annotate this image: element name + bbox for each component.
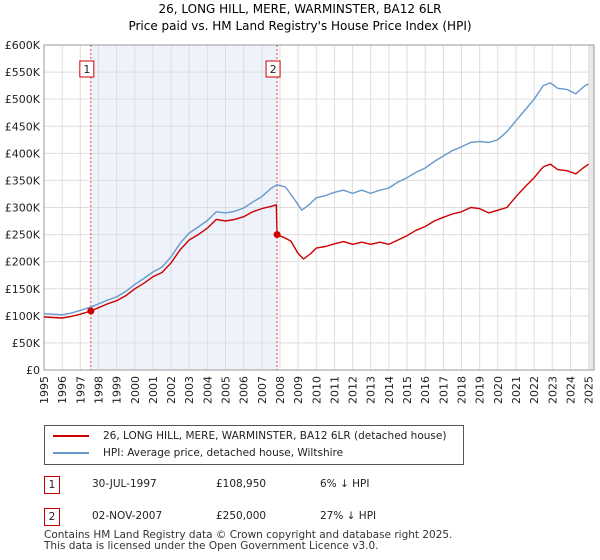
- sale-date: 30-JUL-1997: [92, 478, 157, 490]
- price-chart: 26, LONG HILL, MERE, WARMINSTER, BA12 6L…: [5, 2, 596, 404]
- x-tick-label: 2008: [274, 376, 287, 404]
- sale-marker-label: 1: [83, 63, 90, 76]
- y-tick-label: £350K: [5, 174, 41, 187]
- x-tick-label: 2013: [365, 376, 378, 404]
- property-price-line: [43, 163, 589, 319]
- y-tick-label: £400K: [5, 147, 41, 160]
- x-tick-label: 2015: [401, 376, 414, 404]
- legend: 26, LONG HILL, MERE, WARMINSTER, BA12 6L…: [44, 425, 464, 465]
- legend-swatch-property: [53, 435, 89, 437]
- future-shade: [588, 45, 594, 370]
- sale-point: [273, 231, 281, 239]
- x-tick-label: 2014: [383, 376, 396, 404]
- y-tick-label: £100K: [5, 310, 41, 323]
- sale-date: 02-NOV-2007: [92, 510, 163, 522]
- x-tick-label: 2009: [292, 376, 305, 404]
- legend-label-hpi: HPI: Average price, detached house, Wilt…: [103, 447, 344, 459]
- x-tick-label: 2007: [256, 376, 269, 404]
- x-tick-label: 2016: [419, 376, 432, 404]
- sale-marker-box: [79, 60, 95, 78]
- x-tick-label: 2023: [546, 376, 559, 404]
- x-tick-label: 1996: [56, 376, 69, 404]
- x-tick-label: 2010: [310, 376, 323, 404]
- legend-swatch-hpi: [53, 452, 89, 454]
- y-tick-label: £550K: [5, 66, 41, 79]
- x-tick-label: 2017: [437, 376, 450, 404]
- sale-number-badge: 1: [44, 476, 60, 494]
- y-tick-label: £200K: [5, 256, 41, 269]
- sale-row: 1 30-JUL-1997 £108,950 6% ↓ HPI: [44, 476, 544, 496]
- sale-price: £250,000: [216, 510, 267, 522]
- y-tick-label: £450K: [5, 120, 41, 133]
- x-tick-label: 2003: [183, 376, 196, 404]
- y-tick-label: £250K: [5, 229, 41, 242]
- sale-marker-box: [265, 60, 281, 78]
- legend-item-property: 26, LONG HILL, MERE, WARMINSTER, BA12 6L…: [53, 428, 446, 444]
- plot-frame: [43, 44, 595, 371]
- hpi-line: [43, 82, 589, 316]
- x-tick-label: 2006: [238, 376, 251, 404]
- y-tick-label: £500K: [5, 93, 41, 106]
- y-tick-label: £150K: [5, 283, 41, 296]
- sale-point: [87, 307, 95, 315]
- x-tick-label: 1997: [74, 376, 87, 404]
- x-tick-label: 2005: [220, 376, 233, 404]
- x-tick-label: 2012: [347, 376, 360, 404]
- chart-subtitle: Price paid vs. HM Land Registry's House …: [128, 19, 471, 33]
- footer-attribution: Contains HM Land Registry data © Crown c…: [44, 530, 452, 552]
- x-tick-label: 1999: [111, 376, 124, 404]
- sale-marker-label: 2: [270, 63, 277, 76]
- sale-hpi-diff: 6% ↓ HPI: [320, 478, 370, 490]
- x-tick-label: 2011: [328, 376, 341, 404]
- x-tick-label: 1998: [92, 376, 105, 404]
- x-tick-label: 1995: [38, 376, 51, 404]
- legend-item-hpi: HPI: Average price, detached house, Wilt…: [53, 445, 343, 461]
- x-tick-label: 2021: [510, 376, 523, 404]
- x-tick-label: 2024: [564, 376, 577, 404]
- legend-label-property: 26, LONG HILL, MERE, WARMINSTER, BA12 6L…: [103, 430, 447, 442]
- y-tick-label: £300K: [5, 202, 41, 215]
- x-tick-label: 2019: [474, 376, 487, 404]
- footer-line-1: Contains HM Land Registry data © Crown c…: [44, 529, 453, 541]
- x-tick-label: 2004: [201, 376, 214, 404]
- chart-title: 26, LONG HILL, MERE, WARMINSTER, BA12 6L…: [158, 2, 441, 16]
- y-tick-label: £50K: [12, 337, 41, 350]
- sale-hpi-diff: 27% ↓ HPI: [320, 510, 377, 522]
- x-tick-label: 2022: [528, 376, 541, 404]
- x-tick-label: 2025: [583, 376, 596, 404]
- x-tick-label: 2002: [165, 376, 178, 404]
- x-tick-label: 2018: [455, 376, 468, 404]
- sale-price: £108,950: [216, 478, 267, 490]
- footer-line-2: This data is licensed under the Open Gov…: [44, 540, 379, 552]
- x-tick-label: 2000: [129, 376, 142, 404]
- y-tick-label: £0: [26, 364, 40, 377]
- x-tick-label: 2001: [147, 376, 160, 404]
- sale-number-badge: 2: [44, 508, 60, 526]
- x-tick-label: 2020: [492, 376, 505, 404]
- sale-row: 2 02-NOV-2007 £250,000 27% ↓ HPI: [44, 508, 544, 528]
- y-tick-label: £600K: [5, 39, 41, 52]
